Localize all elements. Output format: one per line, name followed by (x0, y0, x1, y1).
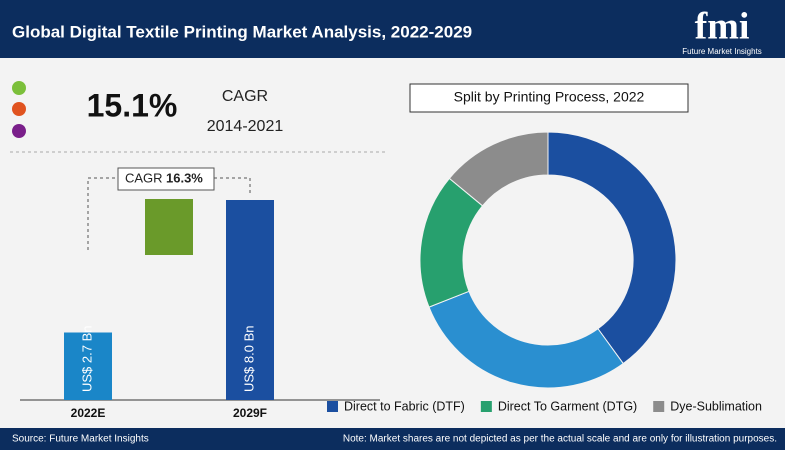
pie-title: Split by Printing Process, 2022 (454, 89, 645, 105)
header-bar (0, 0, 785, 58)
annotation-box (117, 167, 215, 191)
cagr-label: CAGR (222, 88, 268, 105)
legend-swatch (480, 401, 492, 412)
legend-label: Direct to Fabric (DTF) (344, 399, 465, 413)
cagr-period: 2014-2021 (207, 118, 284, 135)
dot (12, 102, 26, 116)
connector (87, 177, 251, 250)
legend-swatch (327, 401, 338, 412)
dot (12, 81, 26, 95)
bar (226, 200, 274, 400)
growth-block (145, 199, 193, 255)
bar-value-label: US$ 2.7 Bn (79, 326, 94, 393)
donut-segment (448, 131, 549, 207)
cagr-value: 15.1% (87, 87, 178, 123)
bar-value-label: US$ 8.0 Bn (241, 326, 256, 393)
source: Source: Future Market Insights (12, 434, 149, 445)
title: Global Digital Textile Printing Market A… (12, 22, 472, 41)
pie-title-box (409, 83, 689, 113)
legend-label: Direct To Garment (DTG) (498, 399, 637, 413)
x-tick-label: 2029F (233, 406, 267, 420)
annotation-label: CAGR (125, 170, 163, 185)
logo-caption: Future Market Insights (682, 47, 762, 56)
note: Note: Market shares are not depicted as … (343, 434, 777, 445)
legend-swatch (653, 401, 665, 412)
bar (64, 332, 112, 400)
x-tick-label: 2022E (71, 406, 106, 420)
dot (12, 124, 26, 138)
legend-label: Dye-Sublimation (670, 399, 762, 413)
donut-segment (547, 131, 677, 365)
logo: fmi (695, 6, 750, 48)
footer-bar (0, 428, 785, 450)
annotation-value: 16.3% (166, 170, 203, 185)
